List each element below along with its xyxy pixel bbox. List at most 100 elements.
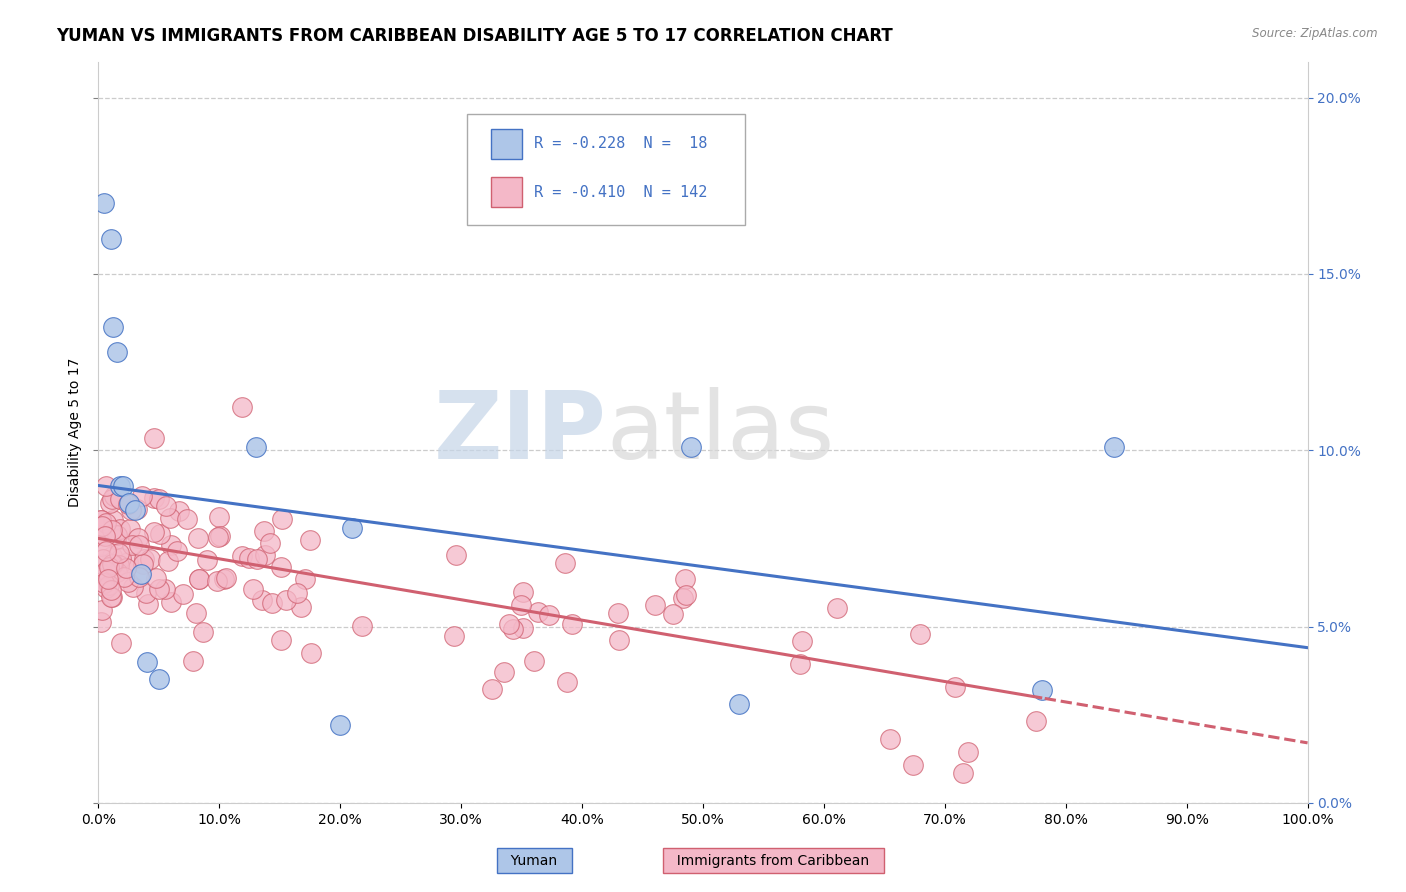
Point (523, 654, 546, 668)
Text: ZIP: ZIP (433, 386, 606, 479)
Point (100, 590, 122, 604)
Point (101, 591, 124, 605)
Point (644, 598, 666, 612)
Point (156, 554, 179, 568)
Point (117, 555, 139, 569)
Point (208, 529, 231, 543)
Point (903, 757, 925, 772)
Point (94, 581, 117, 595)
Point (104, 532, 127, 546)
Point (952, 765, 974, 780)
Point (187, 572, 209, 586)
Point (187, 532, 209, 546)
Point (299, 646, 322, 660)
Point (93, 576, 115, 591)
Point (110, 492, 132, 507)
Point (105, 528, 128, 542)
Point (94, 478, 117, 492)
Point (262, 596, 284, 610)
Point (93, 196, 115, 211)
Point (329, 718, 352, 732)
Point (512, 621, 534, 635)
Point (155, 499, 177, 513)
Point (142, 431, 165, 445)
Point (101, 523, 124, 537)
Point (246, 552, 269, 566)
Point (94, 544, 117, 558)
Text: R = -0.228  N =  18: R = -0.228 N = 18 (534, 136, 707, 152)
Point (153, 582, 176, 597)
Point (1102, 440, 1125, 454)
Point (121, 580, 143, 594)
Point (149, 527, 172, 541)
Point (253, 548, 276, 562)
Point (879, 732, 901, 747)
Point (527, 605, 550, 619)
Point (100, 582, 122, 597)
Point (90, 615, 112, 629)
Point (555, 675, 578, 690)
Point (607, 633, 630, 648)
Point (101, 319, 124, 334)
Point (145, 571, 167, 585)
Point (290, 600, 312, 615)
Point (121, 538, 143, 552)
Point (100, 232, 122, 246)
Point (139, 552, 162, 566)
Point (101, 491, 124, 506)
Point (125, 501, 148, 516)
Point (270, 512, 292, 526)
Point (498, 617, 520, 632)
Point (215, 571, 238, 585)
Point (494, 665, 516, 679)
Point (108, 558, 131, 572)
Point (231, 549, 253, 563)
Point (142, 491, 165, 505)
Point (159, 538, 181, 552)
Point (672, 591, 695, 605)
Point (105, 565, 128, 579)
Point (98, 496, 121, 510)
Point (195, 553, 218, 567)
Point (561, 616, 583, 631)
Point (112, 570, 135, 584)
Point (274, 593, 297, 607)
Point (169, 504, 191, 518)
Point (90, 557, 112, 571)
Point (172, 587, 194, 601)
Point (231, 400, 253, 414)
Point (128, 538, 150, 552)
Point (105, 344, 128, 359)
Point (90, 575, 112, 590)
Point (90, 513, 112, 527)
Point (115, 561, 138, 575)
Point (298, 533, 321, 547)
Point (131, 489, 153, 503)
Point (94, 529, 117, 543)
FancyBboxPatch shape (492, 129, 522, 159)
Point (103, 489, 125, 503)
Point (675, 588, 697, 602)
Point (253, 524, 276, 539)
Point (537, 608, 560, 623)
Point (294, 572, 316, 586)
Point (111, 478, 134, 492)
Point (270, 633, 292, 648)
Point (956, 746, 979, 760)
Point (825, 601, 848, 615)
Point (446, 548, 468, 562)
Point (187, 573, 209, 587)
Point (93, 552, 115, 566)
Text: R = -0.410  N = 142: R = -0.410 N = 142 (534, 185, 707, 200)
Point (110, 636, 132, 650)
Point (96, 564, 118, 578)
Point (245, 440, 267, 454)
Point (207, 530, 229, 544)
Point (661, 607, 683, 621)
Point (101, 558, 124, 572)
Point (118, 496, 141, 510)
Point (481, 681, 503, 696)
Point (108, 478, 131, 492)
Point (118, 522, 141, 536)
Point (502, 622, 524, 636)
